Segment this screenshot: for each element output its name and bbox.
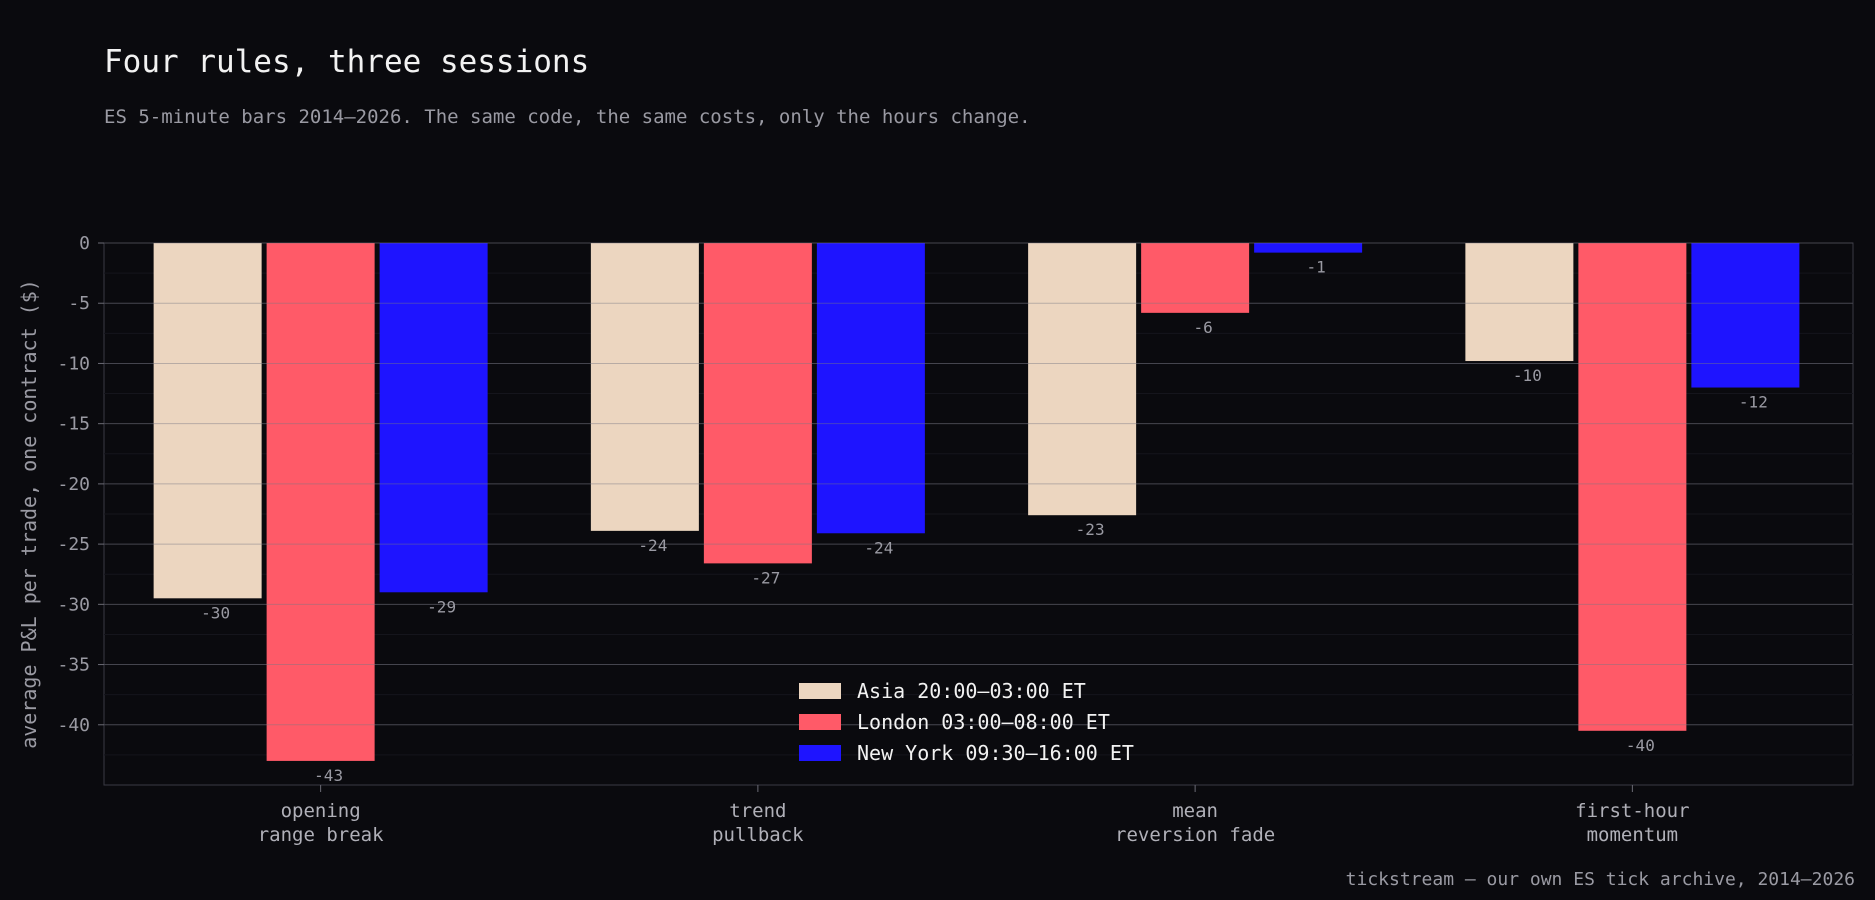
legend-label: Asia 20:00–03:00 ET [857,679,1086,703]
bar-value-label: -30 [201,603,230,622]
legend-swatch [799,745,841,761]
bar-value-label: -12 [1739,393,1768,412]
legend-swatch [799,683,841,699]
bar [1691,243,1800,388]
bar-value-label: -10 [1513,366,1542,385]
y-tick-label: -25 [57,534,90,555]
bar [1578,243,1687,731]
bar-value-label: -27 [751,568,780,587]
bar [816,243,925,534]
bar [703,243,812,564]
bar [590,243,699,531]
bar [379,243,488,593]
x-tick-label: range break [258,824,384,846]
bar-value-label: -29 [427,597,456,616]
bar-value-label: -24 [638,536,667,555]
x-tick-label: opening [281,800,361,822]
y-tick-label: -20 [57,474,90,495]
y-tick-label: -5 [68,293,90,314]
bar [1465,243,1574,362]
bar [153,243,262,599]
bar [1254,243,1363,253]
y-tick-label: -10 [57,353,90,374]
bar [266,243,375,761]
legend-label: New York 09:30–16:00 ET [857,741,1134,765]
x-tick-label: momentum [1587,824,1679,846]
bar-value-label: -43 [314,766,343,785]
chart-subtitle: ES 5-minute bars 2014–2026. The same cod… [104,106,1031,128]
bar-value-label: -6 [1193,318,1212,337]
y-tick-label: -40 [57,715,90,736]
y-tick-label: -30 [57,594,90,615]
bar [1141,243,1250,313]
x-tick-label: mean [1172,800,1218,822]
y-tick-label: -15 [57,414,90,435]
x-tick-label: trend [729,800,786,822]
bar [1028,243,1137,516]
bar-value-label: -40 [1626,736,1655,755]
x-tick-label: pullback [712,824,804,846]
y-tick-label: -35 [57,655,90,676]
bar-value-label: -1 [1306,258,1325,277]
legend-swatch [799,714,841,730]
y-tick-label: 0 [79,233,90,254]
y-axis-title: average P&L per trade, one contract ($) [17,279,41,749]
source-note: tickstream — our own ES tick archive, 20… [1345,869,1855,890]
x-tick-label: first-hour [1575,800,1689,822]
legend-label: London 03:00–08:00 ET [857,710,1110,734]
bar-value-label: -24 [864,538,893,557]
chart-title: Four rules, three sessions [104,44,590,80]
x-tick-label: reversion fade [1115,824,1275,846]
bar-value-label: -23 [1076,520,1105,539]
